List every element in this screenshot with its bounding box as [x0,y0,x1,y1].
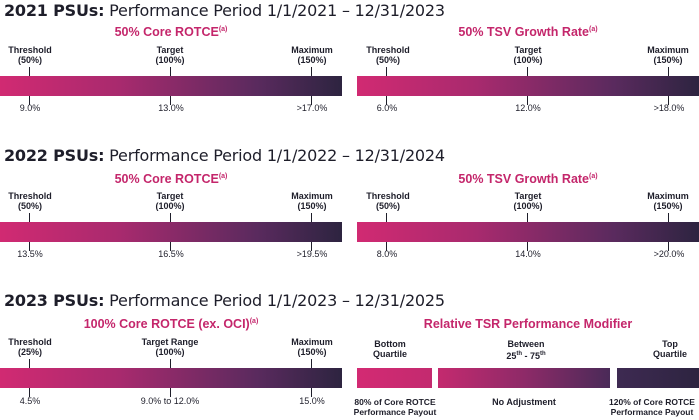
maximum-value: >20.0% [653,249,685,259]
section-title-2022: 2022 PSUs: Performance Period 1/1/2022 –… [4,146,445,165]
target-tick [527,96,528,105]
metric-title-core-rotce: 50% Core ROTCE(a) [114,172,228,186]
target-label: Target (100%) [155,45,185,65]
target-tick [170,388,171,397]
threshold-label: Threshold (25%) [8,337,52,357]
threshold-tick [29,213,30,222]
bottom-quartile-label: Bottom Quartile [372,339,407,359]
target-range-value: 9.0% to 12.0% [140,396,200,406]
section-period: Performance Period 1/1/2021 – 12/31/2023 [104,1,445,20]
maximum-tick [311,67,312,76]
metric-title-core-rotce: 50% Core ROTCE(a) [114,25,228,39]
threshold-tick [29,359,30,368]
target-value: 13.0% [158,103,184,113]
target-range-label: Target Range (100%) [141,337,199,357]
top-quartile-label: Top Quartile [652,339,687,359]
threshold-tick [386,96,387,105]
metric-title-core-rotce-ex-oci: 100% Core ROTCE (ex. OCI)(a) [83,317,259,331]
maximum-label: Maximum (150%) [647,45,689,65]
threshold-value: 13.5% [17,249,43,259]
maximum-tick [311,96,312,105]
threshold-tick [29,242,30,251]
bottom-quartile-note: 80% of Core ROTCE Performance Payout [353,397,437,417]
target-label: Target (100%) [513,45,543,65]
target-label: Target (100%) [155,191,185,211]
threshold-tick [29,67,30,76]
target-tick [170,359,171,368]
middle-range-label: Between 25th - 75th [506,339,546,361]
maximum-tick [311,359,312,368]
threshold-tick [386,67,387,76]
threshold-value: 9.0% [19,103,41,113]
section-year-label: 2021 PSUs: [4,1,105,20]
target-value: 14.0% [515,249,541,259]
threshold-label: Threshold (50%) [366,45,410,65]
maximum-value: >17.0% [296,103,328,113]
threshold-tick [386,213,387,222]
target-tick [170,242,171,251]
maximum-tick [668,242,669,251]
threshold-tick [29,96,30,105]
metric-title-tsv-growth: 50% TSV Growth Rate(a) [458,25,598,39]
section-period: Performance Period 1/1/2023 – 12/31/2025 [104,291,445,310]
section-year-label: 2023 PSUs: [4,291,105,310]
target-value: 16.5% [158,249,184,259]
maximum-label: Maximum (150%) [291,191,333,211]
threshold-label: Threshold (50%) [8,191,52,211]
threshold-value: 8.0% [376,249,398,259]
modifier-title: Relative TSR Performance Modifier [423,317,633,331]
section-title-2023: 2023 PSUs: Performance Period 1/1/2023 –… [4,291,445,310]
target-label: Target (100%) [513,191,543,211]
target-value: 12.0% [515,103,541,113]
threshold-value: 6.0% [376,103,398,113]
maximum-value: >18.0% [653,103,685,113]
target-tick [170,96,171,105]
metric-title-tsv-growth: 50% TSV Growth Rate(a) [458,172,598,186]
maximum-tick [311,388,312,397]
target-tick [527,213,528,222]
maximum-tick [311,213,312,222]
middle-range-segment [438,368,610,388]
threshold-tick [386,242,387,251]
maximum-value: >19.5% [296,249,328,259]
target-tick [527,242,528,251]
threshold-value: 4.5% [19,396,41,406]
threshold-label: Threshold (50%) [8,45,52,65]
maximum-tick [311,242,312,251]
maximum-label: Maximum (150%) [647,191,689,211]
performance-bar [0,222,342,242]
performance-bar [357,222,699,242]
middle-range-note: No Adjustment [492,397,556,407]
maximum-label: Maximum (150%) [291,337,333,357]
maximum-tick [668,67,669,76]
performance-bar [357,76,699,96]
threshold-label: Threshold (50%) [366,191,410,211]
maximum-tick [668,213,669,222]
maximum-label: Maximum (150%) [291,45,333,65]
top-quartile-note: 120% of Core ROTCE Performance Payout [609,397,695,417]
target-tick [527,67,528,76]
performance-bar [0,76,342,96]
threshold-tick [29,388,30,397]
bottom-quartile-segment [357,368,432,388]
target-tick [170,213,171,222]
section-period: Performance Period 1/1/2022 – 12/31/2024 [104,146,445,165]
section-title-2021: 2021 PSUs: Performance Period 1/1/2021 –… [4,1,445,20]
maximum-tick [668,96,669,105]
maximum-value: 15.0% [299,396,325,406]
top-quartile-segment [617,368,699,388]
section-year-label: 2022 PSUs: [4,146,105,165]
target-tick [170,67,171,76]
performance-bar [0,368,342,388]
